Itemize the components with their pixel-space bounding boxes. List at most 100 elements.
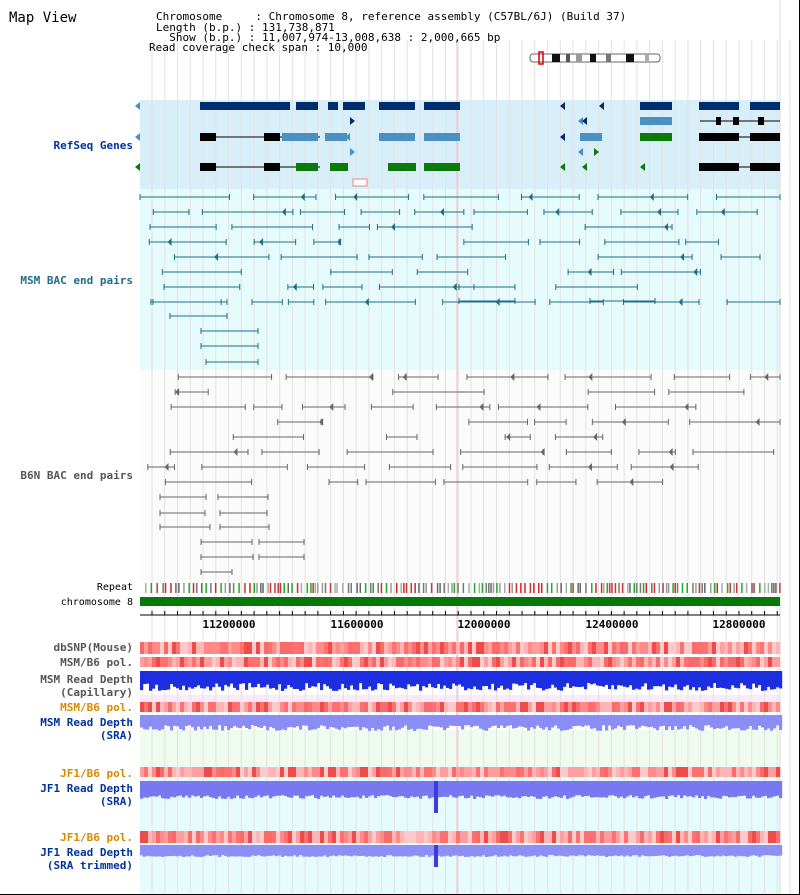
jf1-b6-pol-cell: [648, 767, 653, 777]
msm-sra-depth: [452, 715, 456, 726]
axis-tick-label: 12400000: [585, 618, 639, 631]
msm-capillary-depth: [467, 671, 471, 689]
msm-capillary-depth: [635, 671, 639, 689]
jf1-b6-pol-2-cell: [708, 831, 713, 843]
b6n-bac-pair-marker: [593, 433, 598, 441]
b6n-bac-track-bg: [140, 370, 780, 580]
dbsnp-cell: [636, 642, 641, 654]
msm-b6-pol-2-cell: [696, 702, 701, 712]
repeat-element: [410, 583, 413, 593]
gene-exon: [264, 133, 280, 141]
jf1-trimmed-depth: [245, 845, 249, 857]
msm-b6-pol-2-cell: [288, 702, 293, 712]
msm-sra-depth: [308, 715, 312, 731]
msm-b6-pol-2-cell: [616, 702, 621, 712]
jf1-b6-pol-cell: [656, 767, 661, 777]
jf1-b6-pol-2-cell: [712, 831, 717, 843]
msm-sra-depth: [542, 715, 546, 730]
msm-capillary-depth: [224, 671, 228, 685]
jf1-trimmed-depth: [704, 845, 708, 857]
jf1-trimmed-depth: [713, 845, 717, 857]
msm-capillary-depth: [149, 671, 153, 691]
msm-b6-pol-cell: [172, 657, 177, 667]
msm-capillary-depth: [320, 671, 324, 691]
msm-sra-depth: [497, 715, 501, 728]
dbsnp-cell: [504, 642, 509, 654]
msm-b6-pol-2-cell: [564, 702, 569, 712]
jf1-trimmed-depth: [332, 845, 336, 856]
jf1-trimmed-depth: [170, 845, 174, 857]
msm-b6-pol-2-cell: [596, 702, 601, 712]
msm-sra-depth: [353, 715, 357, 727]
dbsnp-cell: [196, 642, 201, 654]
msm-capillary-depth: [428, 671, 432, 684]
jf1-sra-depth: [299, 781, 303, 799]
dbsnp-cell: [284, 642, 289, 654]
jf1-trimmed-depth: [314, 845, 318, 857]
dbsnp-cell: [456, 642, 461, 654]
msm-capillary-depth: [251, 671, 255, 688]
jf1-b6-pol-cell: [596, 767, 601, 777]
jf1-b6-pol-cell: [712, 767, 717, 777]
msm-sra-depth: [737, 715, 741, 729]
jf1-trimmed-depth: [179, 845, 183, 856]
msm-sra-depth: [653, 715, 657, 729]
msm-b6-pol-2-cell: [376, 702, 381, 712]
msm-capillary-depth: [437, 671, 441, 684]
msm-sra-depth: [596, 715, 600, 731]
dbsnp-cell: [232, 642, 237, 654]
msm-capillary-depth: [620, 671, 624, 686]
msm-b6-pol-2-cell: [480, 702, 485, 712]
msm-b6-pol-cell: [720, 657, 725, 667]
msm-sra-depth: [440, 715, 444, 728]
jf1-b6-pol-cell: [680, 767, 685, 777]
jf1-trimmed-depth: [440, 845, 444, 857]
msm-capillary-depth: [608, 671, 612, 690]
msm-capillary-depth: [305, 671, 309, 684]
jf1-sra-depth: [416, 781, 420, 797]
jf1-sra-depth: [140, 781, 144, 799]
msm-sra-depth: [623, 715, 627, 730]
jf1-sra-depth: [761, 781, 765, 797]
repeat-element: [481, 583, 484, 593]
chromosome-ideogram[interactable]: [530, 53, 660, 62]
msm-capillary-depth: [605, 671, 609, 685]
msm-sra-depth: [428, 715, 432, 726]
jf1-sra-depth: [656, 781, 660, 798]
msm-depth-sra-sub-label: (SRA): [99, 729, 133, 742]
msm-b6-pol-cell: [588, 657, 593, 667]
gene-exon: [343, 102, 365, 110]
msm-b6-pol-2-cell: [532, 702, 537, 712]
dbsnp-cell: [484, 642, 489, 654]
repeat-element: [164, 583, 167, 593]
jf1-b6-pol-2-cell: [416, 831, 421, 843]
msm-b6-pol-cell: [540, 657, 545, 667]
msm-b6-pol-2-cell: [316, 702, 321, 712]
jf1-trimmed-depth: [500, 845, 504, 857]
msm-sra-depth: [218, 715, 222, 726]
msm-capillary-depth: [200, 671, 204, 689]
msm-b6-pol-2-cell: [444, 702, 449, 712]
msm-b6-pol-2-label: MSM/B6 pol.: [60, 701, 133, 714]
msm-b6-pol-2-cell: [176, 702, 181, 712]
jf1-sra-depth: [278, 781, 282, 796]
msm-b6-pol-cell: [372, 657, 377, 667]
msm-b6-pol-2-cell: [264, 702, 269, 712]
msm-b6-pol-2-cell: [160, 702, 165, 712]
repeat-element: [462, 583, 465, 593]
gene-arrow: [560, 163, 565, 171]
msm-sra-depth: [500, 715, 504, 726]
msm-b6-pol-cell: [768, 657, 773, 667]
jf1-trimmed-depth: [617, 845, 621, 857]
msm-capillary-depth: [311, 671, 315, 687]
jf1-depth-sra-label: JF1 Read Depth: [40, 782, 133, 795]
msm-b6-pol-2-cell: [608, 702, 613, 712]
msm-sra-depth: [239, 715, 243, 729]
dbsnp-cell: [148, 642, 153, 654]
b6n-bac-pair-marker: [329, 403, 334, 411]
jf1-sra-depth: [365, 781, 369, 798]
msm-capillary-depth: [260, 671, 264, 688]
repeat-element: [145, 583, 147, 593]
repeat-element: [529, 583, 532, 593]
